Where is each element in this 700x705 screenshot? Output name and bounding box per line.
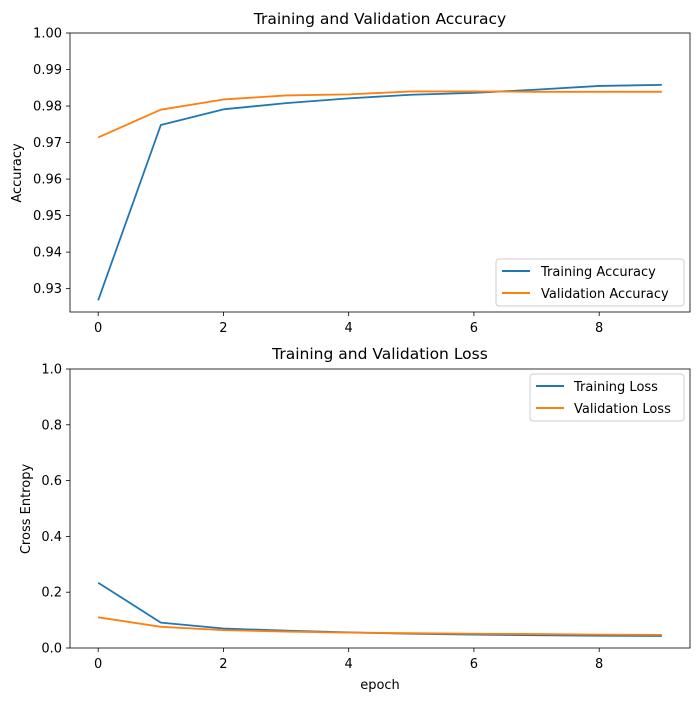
loss-xtick-label: 8: [595, 657, 603, 672]
loss-legend: Training Loss Validation Loss: [529, 373, 685, 422]
accuracy-ytick-label: 0.97: [33, 136, 62, 151]
loss-chart-ylabel: Cross Entropy: [19, 464, 34, 555]
loss-ytick-label: 0.2: [41, 586, 62, 601]
accuracy-ytick-label: 0.98: [33, 100, 62, 115]
loss-chart-xlabel: epoch: [360, 678, 400, 693]
accuracy-xtick-label: 4: [345, 321, 353, 336]
accuracy-ytick-label: 1.00: [33, 27, 62, 42]
legend-label-training-accuracy: Training Accuracy: [540, 265, 656, 280]
loss-ytick-label: 0.8: [41, 418, 62, 433]
legend-label-training-loss: Training Loss: [573, 380, 658, 395]
loss-plot-frame: [69, 368, 691, 649]
accuracy-series-line-training-accuracy: [97, 83, 662, 301]
loss-ytick-label: 0.0: [41, 642, 62, 657]
accuracy-ytick-label: 0.93: [33, 282, 62, 297]
accuracy-legend: Training Accuracy Validation Accuracy: [495, 258, 685, 307]
accuracy-xtick-label: 6: [470, 321, 478, 336]
loss-xtick-label: 6: [470, 657, 478, 672]
accuracy-ytick-label: 0.94: [33, 246, 62, 261]
legend-label-validation-loss: Validation Loss: [574, 402, 671, 417]
loss-chart-panel: Training and Validation Loss Cross Entro…: [19, 345, 691, 693]
accuracy-xtick-label: 2: [219, 321, 227, 336]
accuracy-ytick-label: 0.99: [33, 63, 62, 78]
legend-label-validation-accuracy: Validation Accuracy: [541, 287, 669, 302]
accuracy-chart-panel: Training and Validation Accuracy Accurac…: [10, 10, 691, 337]
loss-xtick-label: 2: [219, 657, 227, 672]
accuracy-chart-ylabel: Accuracy: [10, 143, 25, 203]
accuracy-xtick-label: 8: [595, 321, 603, 336]
accuracy-ytick-label: 0.95: [33, 209, 62, 224]
loss-xtick-label: 0: [94, 657, 102, 672]
loss-xtick-label: 4: [345, 657, 353, 672]
loss-series-layer: [97, 581, 662, 637]
accuracy-plot-frame: [69, 32, 691, 313]
loss-series-line-validation-loss: [98, 616, 662, 636]
loss-chart-title: Training and Validation Loss: [271, 345, 488, 363]
accuracy-series-layer: [97, 83, 662, 301]
loss-ticks-layer: 0 2 4 6 8 0.0 0.2 0.4 0.6 0.8 1.0: [41, 363, 603, 673]
loss-ytick-label: 0.6: [41, 474, 62, 489]
accuracy-xtick-label: 0: [94, 321, 102, 336]
accuracy-series-line-validation-accuracy: [97, 90, 662, 139]
accuracy-ticks-layer: 0 2 4 6 8 0.93 0.94 0.95 0.96 0.97 0.98 0.99 1.00: [33, 27, 603, 337]
loss-ytick-label: 1.0: [41, 363, 62, 378]
accuracy-ytick-label: 0.96: [33, 173, 62, 188]
loss-ytick-label: 0.4: [41, 530, 62, 545]
accuracy-chart-title: Training and Validation Accuracy: [253, 10, 506, 28]
